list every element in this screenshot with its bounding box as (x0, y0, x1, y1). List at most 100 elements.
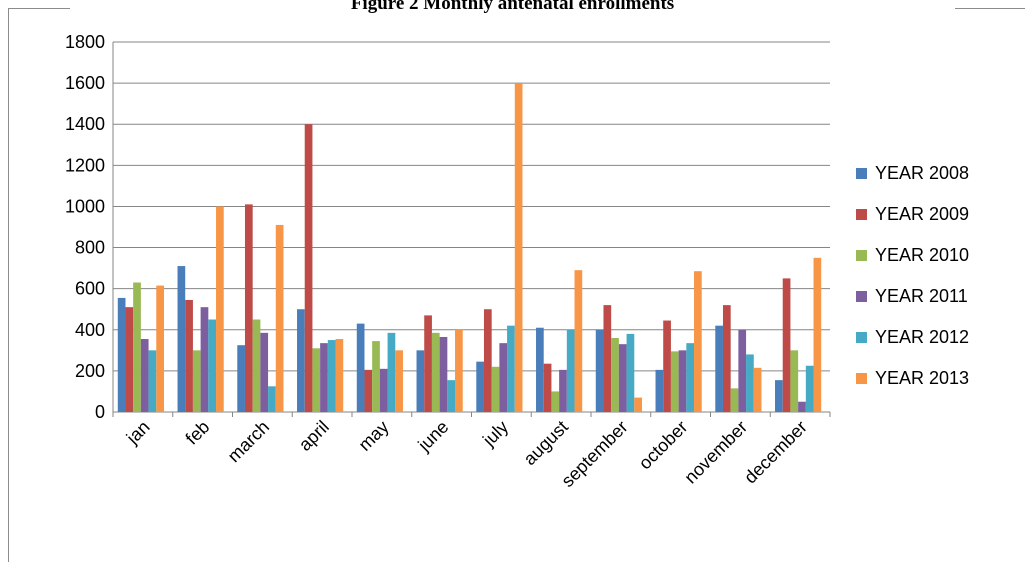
bar (476, 361, 484, 412)
bar (566, 329, 575, 412)
x-tick-label: november (680, 417, 751, 488)
bar (753, 367, 762, 412)
bar (655, 369, 664, 412)
bar (730, 388, 739, 412)
bar (491, 366, 500, 412)
bar (252, 319, 261, 412)
bar (447, 380, 456, 412)
x-tick-label: december (740, 417, 811, 488)
bar (551, 391, 560, 412)
y-tick-label: 1400 (65, 114, 105, 134)
bar (686, 343, 695, 412)
legend-swatch (856, 373, 867, 384)
frame-border (8, 8, 9, 562)
y-tick-label: 1800 (65, 32, 105, 52)
legend-label: YEAR 2010 (875, 245, 969, 265)
x-tick-label: feb (182, 417, 214, 449)
bar (327, 340, 336, 412)
bar (536, 327, 544, 412)
bar (416, 350, 425, 412)
bar (574, 270, 583, 412)
bar (320, 343, 328, 412)
bar (395, 350, 403, 412)
legend-label: YEAR 2008 (875, 163, 969, 183)
legend-swatch (856, 168, 867, 179)
bar (260, 332, 269, 412)
legend-swatch (856, 291, 867, 302)
bar (424, 315, 432, 412)
bar (618, 344, 627, 412)
bar (663, 320, 671, 412)
legend-swatch (856, 250, 867, 261)
bar (379, 368, 388, 412)
y-tick-label: 800 (75, 238, 105, 258)
y-tick-label: 1600 (65, 73, 105, 93)
x-tick-label: april (295, 417, 333, 455)
legend-swatch (856, 209, 867, 220)
bar (514, 83, 523, 412)
bar (603, 305, 612, 412)
bar (237, 345, 245, 412)
y-tick-label: 200 (75, 361, 105, 381)
y-tick-label: 600 (75, 279, 105, 299)
bar (790, 350, 799, 412)
bar (208, 319, 217, 412)
frame-border (8, 8, 70, 9)
bar (372, 341, 380, 412)
legend-swatch (856, 332, 867, 343)
bar (626, 333, 635, 412)
bar (125, 307, 134, 412)
frame-border (955, 8, 1025, 9)
x-tick-label: may (355, 417, 393, 455)
bar (455, 329, 463, 412)
chart-title: Figure 2 Monthly antenatal enrollments (350, 0, 675, 14)
bar (200, 307, 209, 412)
bar (813, 257, 822, 412)
bar (678, 350, 687, 412)
y-tick-label: 0 (95, 402, 105, 422)
bar (634, 397, 642, 412)
bar (431, 332, 440, 412)
bar (507, 325, 515, 412)
bar (133, 282, 141, 412)
bar (117, 297, 126, 412)
bar (715, 325, 723, 412)
bar (312, 348, 321, 412)
legend-label: YEAR 2012 (875, 327, 969, 347)
bar (805, 365, 814, 412)
bar (543, 363, 552, 412)
x-tick-label: july (478, 417, 512, 451)
bar (559, 369, 567, 412)
bar (192, 350, 201, 412)
x-tick-label: march (224, 417, 274, 467)
y-tick-label: 1200 (65, 155, 105, 175)
bar (304, 124, 313, 412)
bar (595, 329, 604, 412)
bar (746, 354, 754, 412)
legend-label: YEAR 2009 (875, 204, 969, 224)
x-tick-label: october (635, 417, 692, 474)
bar (670, 351, 679, 412)
bar (335, 339, 344, 412)
bar (156, 285, 164, 412)
legend-label: YEAR 2013 (875, 368, 969, 388)
bar (275, 224, 284, 412)
bar (439, 336, 448, 412)
bar (364, 369, 373, 412)
bar (268, 386, 276, 412)
bar (140, 339, 149, 412)
bar (185, 299, 193, 412)
bar (694, 271, 702, 412)
bar (148, 350, 157, 412)
bar (244, 204, 253, 412)
x-tick-label: august (520, 417, 572, 469)
bar (483, 309, 492, 412)
bar (177, 266, 186, 412)
bar (216, 206, 224, 412)
bar (499, 343, 508, 412)
bar (611, 338, 619, 412)
bar (387, 332, 396, 412)
x-tick-label: june (414, 417, 453, 456)
